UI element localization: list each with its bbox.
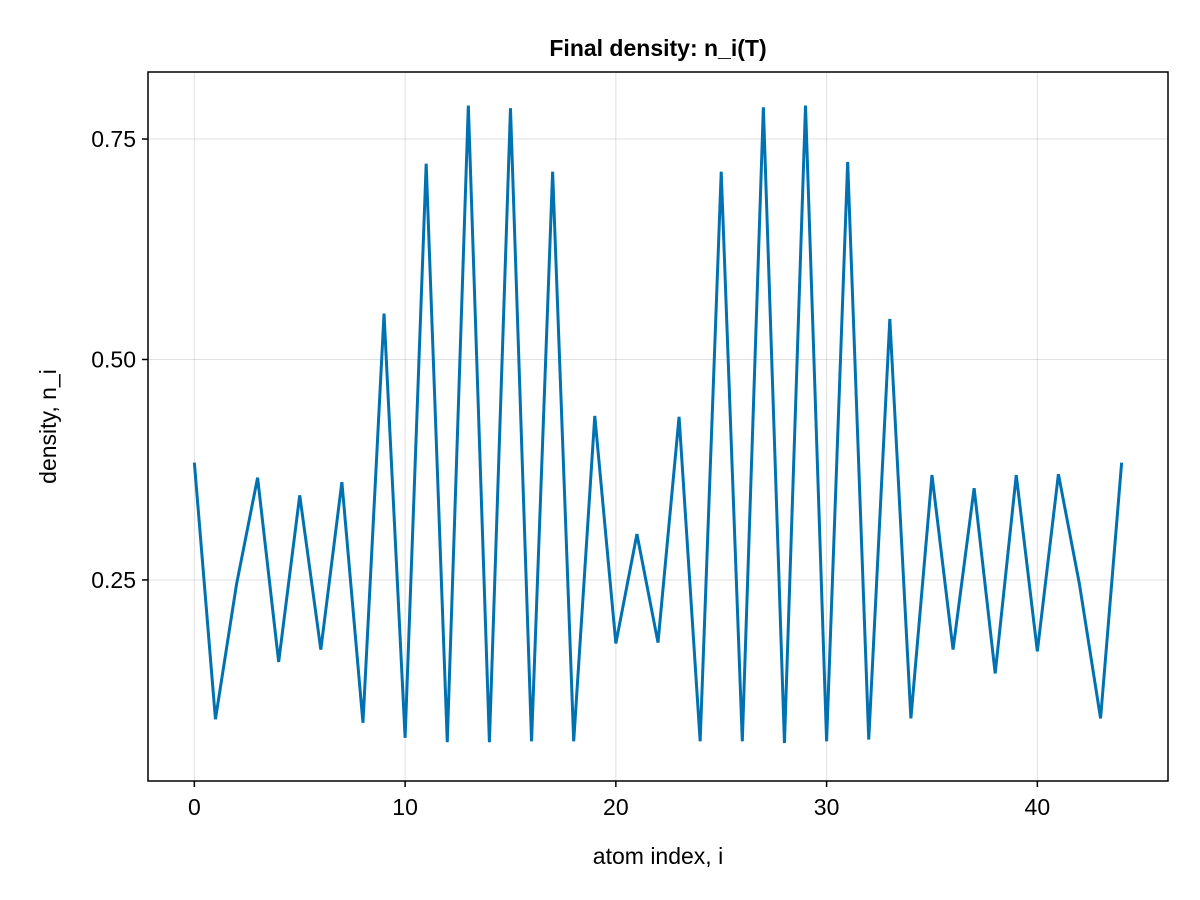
axis-ticks: 0 10 20 30 40 0.25 0.50 0.75 bbox=[91, 126, 1050, 820]
x-tick-label: 40 bbox=[1025, 794, 1051, 820]
plot-frame bbox=[147, 71, 1169, 782]
y-tick-label: 0.50 bbox=[91, 346, 136, 372]
series-layer bbox=[192, 105, 1124, 744]
x-tick-label: 30 bbox=[814, 794, 840, 820]
y-axis-label: density, n_i bbox=[35, 369, 61, 484]
x-tick-label: 10 bbox=[392, 794, 418, 820]
x-axis-label: atom index, i bbox=[593, 843, 723, 869]
x-tick-label: 0 bbox=[188, 794, 201, 820]
chart-title: Final density: n_i(T) bbox=[549, 35, 766, 61]
y-tick-label: 0.75 bbox=[91, 126, 136, 152]
x-tick-label: 20 bbox=[603, 794, 629, 820]
series-line bbox=[192, 105, 1124, 744]
grid bbox=[148, 72, 1168, 781]
y-tick-label: 0.25 bbox=[91, 567, 136, 593]
